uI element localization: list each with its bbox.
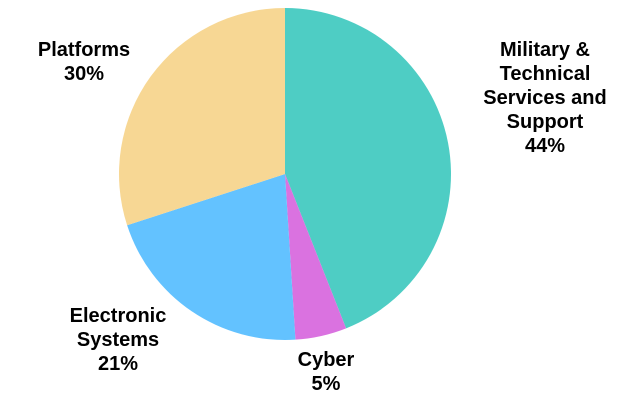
pie-label-line: Military & [500, 39, 590, 61]
pie-label-line: Technical [500, 63, 591, 85]
pie-slice-military [285, 8, 451, 329]
pie-label-line: Support [507, 111, 584, 133]
pie-slices [118, 8, 451, 340]
pie-label-line: Cyber [298, 349, 355, 371]
pie-label-value: 21% [98, 353, 138, 375]
pie-label-platforms: Platforms 30% [38, 39, 130, 85]
pie-label-value: 5% [312, 373, 341, 395]
pie-label-line: Services and [483, 87, 606, 109]
pie-label-electronic: Electronic Systems 21% [70, 305, 167, 375]
pie-slice-platforms [118, 8, 286, 226]
pie-label-line: Systems [77, 329, 159, 351]
pie-slice-cyber [285, 174, 347, 340]
pie-label-value: 44% [525, 135, 565, 157]
pie-label-military: Military & Technical Services and Support 44… [483, 39, 606, 157]
pie-label-value: 30% [64, 63, 104, 85]
pie-labels: Military & Technical Services and Support 44… [38, 39, 607, 395]
pie-slice-electronic [127, 174, 296, 340]
pie-label-cyber: Cyber 5% [298, 349, 355, 395]
pie-label-line: Electronic [70, 305, 167, 327]
pie-label-line: Platforms [38, 39, 130, 61]
